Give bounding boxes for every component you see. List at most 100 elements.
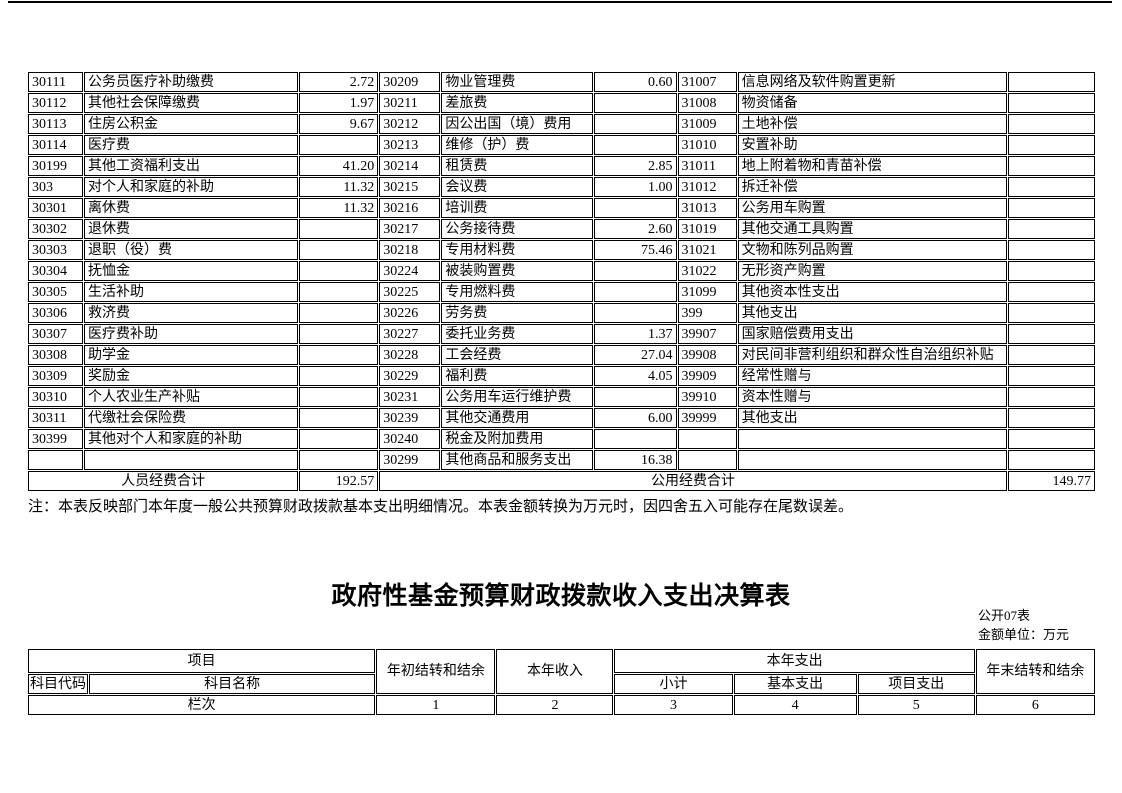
detail-row: 30311 代缴社会保险费 30239 其他交通费用 6.00 39999 其他支出 [28,408,1095,428]
subject-code-cell: 30213 [379,135,441,155]
subject-code-cell: 31007 [677,72,737,92]
subject-name-cell: 地上附着物和青苗补偿 [737,156,1007,176]
detail-row: 303 对个人和家庭的补助 11.32 30215 会议费 1.00 31012 拆迁补偿 [28,177,1095,197]
subject-name-cell: 其他交通费用 [441,408,594,428]
subject-name-cell: 其他对个人和家庭的补助 [84,429,299,449]
amount-cell [1007,408,1095,428]
amount-cell: 2.85 [594,156,677,176]
amount-cell [594,387,677,407]
amount-cell: 11.32 [299,177,379,197]
table-note: 注：本表反映部门本年度一般公共预算财政拨款基本支出明细情况。本表金额转换为万元时… [28,499,854,515]
subject-code-cell: 31019 [677,219,737,239]
subject-name-cell: 住房公积金 [84,114,299,134]
subject-name-cell: 公务员医疗补助缴费 [84,72,299,92]
amount-cell [299,324,379,344]
subject-name-cell: 维修（护）费 [441,135,594,155]
subject-name-cell: 劳务费 [441,303,594,323]
amount-cell [1007,240,1095,260]
amount-cell [299,219,379,239]
subject-name-cell: 安置补助 [737,135,1007,155]
amount-cell: 6.00 [594,408,677,428]
amount-cell: 27.04 [594,345,677,365]
subject-name-cell: 退职（役）费 [84,240,299,260]
subject-code-cell: 30112 [28,93,84,113]
subject-code-cell: 30303 [28,240,84,260]
detail-row: 30306 救济费 30226 劳务费 399 其他支出 [28,303,1095,323]
header-project: 项目 [28,649,376,673]
subject-name-cell: 抚恤金 [84,261,299,281]
subject-code-cell: 31009 [677,114,737,134]
subject-name-cell: 公务接待费 [441,219,594,239]
subject-name-cell: 其他支出 [737,303,1007,323]
column-number: 4 [733,695,857,715]
amount-cell [299,282,379,302]
subject-name-cell: 医疗费 [84,135,299,155]
subject-name-cell: 专用燃料费 [441,282,594,302]
subject-name-cell: 救济费 [84,303,299,323]
subject-name-cell: 租赁费 [441,156,594,176]
subject-name-cell [737,450,1007,470]
public-total-label: 公用经费合计 [379,471,1007,491]
detail-row: 30303 退职（役）费 30218 专用材料费 75.46 31021 文物和陈列品购置 [28,240,1095,260]
subject-name-cell: 生活补助 [84,282,299,302]
column-row-label: 栏次 [28,695,376,715]
amount-cell [594,135,677,155]
amount-cell: 2.72 [299,72,379,92]
amount-cell [1007,177,1095,197]
amount-cell [1007,345,1095,365]
amount-cell [1007,156,1095,176]
amount-cell [1007,387,1095,407]
detail-row: 30111 公务员医疗补助缴费 2.72 30209 物业管理费 0.60 31007 信息网… [28,72,1095,92]
column-number: 3 [614,695,733,715]
amount-cell [299,345,379,365]
amount-cell [299,366,379,386]
header-subtotal: 小计 [614,674,733,694]
amount-cell: 41.20 [299,156,379,176]
subject-name-cell: 离休费 [84,198,299,218]
subject-code-cell: 31013 [677,198,737,218]
detail-row: 30114 医疗费 30213 维修（护）费 31010 安置补助 [28,135,1095,155]
amount-cell [1007,450,1095,470]
personnel-total-value: 192.57 [299,471,379,491]
subject-code-cell: 30225 [379,282,441,302]
subject-code-cell: 30309 [28,366,84,386]
column-number: 1 [376,695,496,715]
subject-code-cell: 303 [28,177,84,197]
subject-name-cell: 医疗费补助 [84,324,299,344]
amount-cell [594,261,677,281]
amount-cell [1007,282,1095,302]
personnel-total-label: 人员经费合计 [28,471,299,491]
subject-code-cell: 30199 [28,156,84,176]
subject-name-cell: 文物和陈列品购置 [737,240,1007,260]
subject-name-cell [84,450,299,470]
subject-code-cell: 39908 [677,345,737,365]
subject-code-cell: 30306 [28,303,84,323]
subject-name-cell: 其他社会保障缴费 [84,93,299,113]
table-meta: 公开07表 金额单位：万元 [978,606,1069,644]
subject-name-cell: 其他支出 [737,408,1007,428]
subject-code-cell: 31012 [677,177,737,197]
subject-name-cell: 培训费 [441,198,594,218]
subject-code-cell: 31010 [677,135,737,155]
header-basic-expenditure: 基本支出 [733,674,857,694]
amount-cell [299,429,379,449]
amount-cell: 75.46 [594,240,677,260]
detail-row: 30399 其他对个人和家庭的补助 30240 税金及附加费用 [28,429,1095,449]
amount-cell [1007,429,1095,449]
subject-name-cell: 代缴社会保险费 [84,408,299,428]
detail-row: 30304 抚恤金 30224 被装购置费 31022 无形资产购置 [28,261,1095,281]
subject-name-cell: 奖励金 [84,366,299,386]
subject-code-cell: 31008 [677,93,737,113]
header-subject-code: 科目代码 [28,674,89,694]
subject-code-cell: 30216 [379,198,441,218]
header-opening-balance: 年初结转和结余 [376,649,496,694]
subject-name-cell: 工会经费 [441,345,594,365]
subject-code-cell: 30111 [28,72,84,92]
subject-code-cell: 30114 [28,135,84,155]
amount-cell [594,198,677,218]
amount-cell [594,429,677,449]
subject-name-cell: 被装购置费 [441,261,594,281]
amount-cell [1007,324,1095,344]
amount-cell [594,282,677,302]
subject-code-cell [677,429,737,449]
